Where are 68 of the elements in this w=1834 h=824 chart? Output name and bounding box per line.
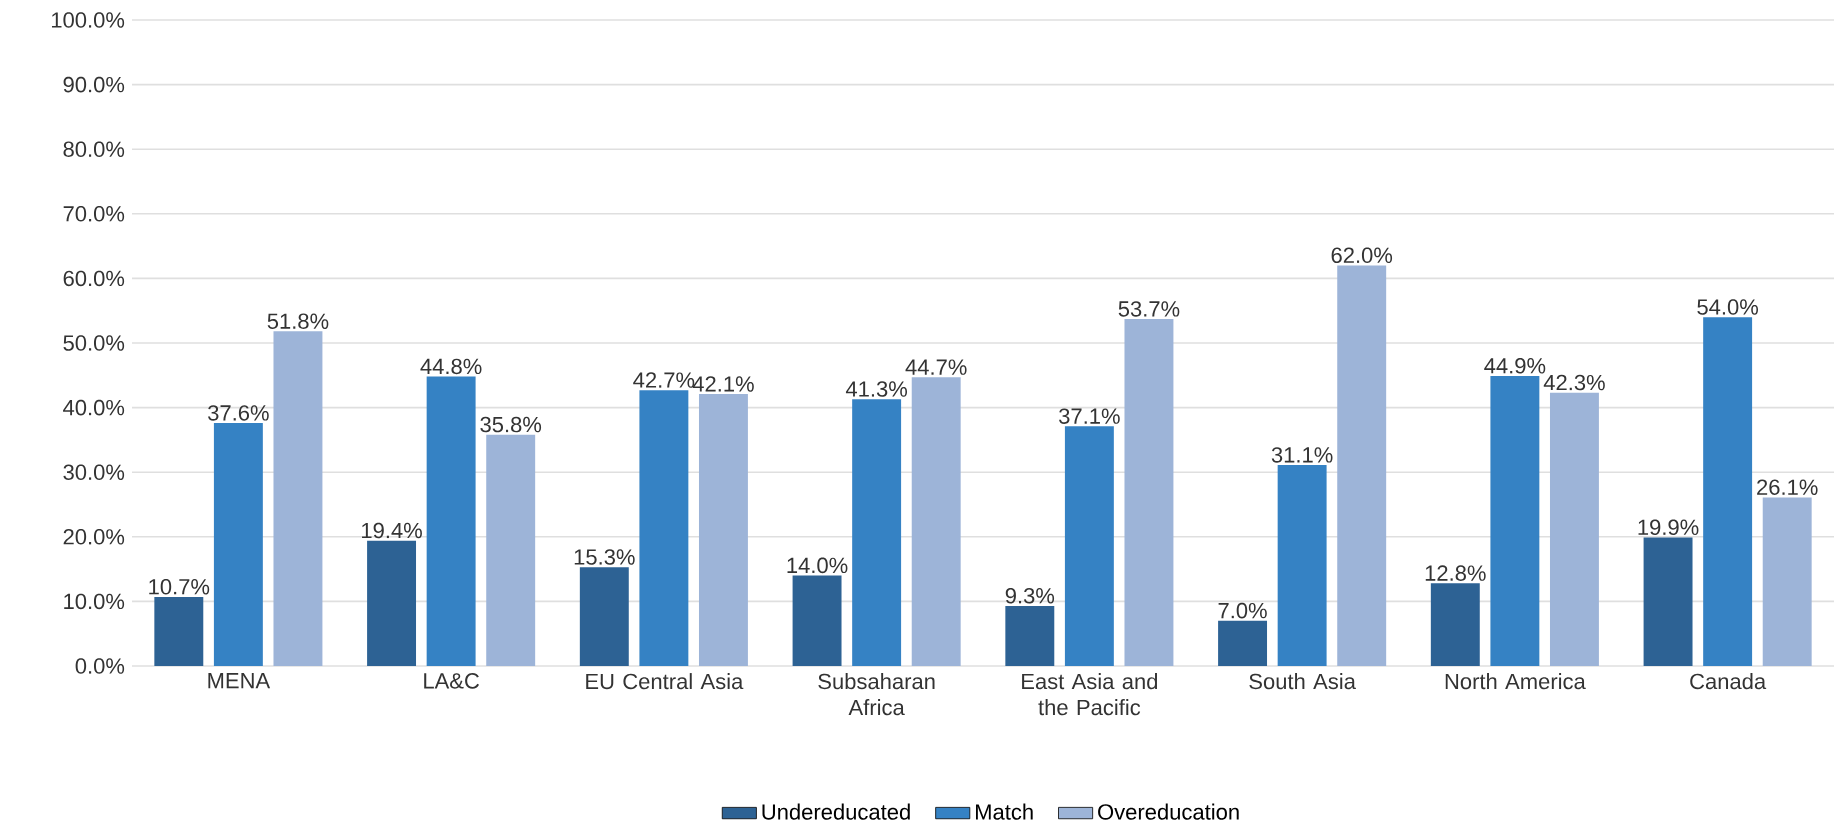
bar bbox=[1762, 497, 1812, 666]
bar bbox=[579, 567, 629, 666]
y-tick-label: 50.0% bbox=[63, 335, 125, 351]
y-tick-label: 60.0% bbox=[63, 270, 125, 287]
bar bbox=[1277, 465, 1327, 666]
data-label: 14.0% bbox=[787, 557, 848, 574]
legend-label: Match bbox=[976, 803, 1033, 820]
bar bbox=[367, 540, 417, 666]
data-label: 19.9% bbox=[1638, 519, 1699, 536]
y-tick-label: 40.0% bbox=[63, 399, 125, 416]
bar bbox=[1490, 375, 1540, 666]
data-label: 41.3% bbox=[845, 381, 908, 397]
data-label: 31.1% bbox=[1271, 447, 1333, 463]
bar bbox=[213, 423, 263, 666]
data-label: 35.8% bbox=[480, 416, 542, 433]
data-label: 53.7% bbox=[1118, 301, 1180, 317]
data-label: 9.3% bbox=[1005, 587, 1055, 604]
data-label: 44.8% bbox=[420, 358, 482, 375]
data-label: 42.3% bbox=[1543, 374, 1605, 391]
bar bbox=[1124, 319, 1174, 666]
y-tick-label: 20.0% bbox=[63, 529, 125, 545]
legend-label: Overeducation bbox=[1098, 803, 1239, 820]
y-tick-label: 100.0% bbox=[51, 12, 125, 28]
data-label: 37.6% bbox=[208, 405, 269, 421]
y-tick-label: 70.0% bbox=[63, 206, 125, 222]
x-tick-label: LA&C bbox=[424, 673, 480, 689]
bar bbox=[911, 377, 961, 666]
bar bbox=[273, 331, 323, 666]
bar bbox=[1643, 537, 1693, 666]
y-tick-label: 30.0% bbox=[63, 464, 125, 480]
bar bbox=[1064, 426, 1114, 666]
data-label: 37.1% bbox=[1059, 408, 1120, 424]
bar bbox=[1549, 392, 1599, 666]
data-label: 7.0% bbox=[1218, 602, 1267, 619]
y-tick-label: 90.0% bbox=[63, 76, 125, 93]
bar bbox=[1218, 620, 1268, 666]
data-label: 54.0% bbox=[1697, 299, 1759, 315]
x-tick-label: Subsaharan Africa bbox=[818, 673, 935, 716]
y-tick-label: 80.0% bbox=[63, 141, 125, 157]
bar bbox=[792, 575, 842, 666]
bar bbox=[1703, 317, 1753, 666]
data-label: 10.7% bbox=[149, 578, 210, 595]
x-tick-label: Canada bbox=[1690, 673, 1767, 690]
data-label: 44.7% bbox=[905, 359, 967, 375]
bar bbox=[426, 376, 476, 666]
x-tick-label: EU Central Asia bbox=[586, 673, 744, 690]
data-label: 15.3% bbox=[574, 549, 635, 565]
bar bbox=[486, 434, 536, 666]
data-label: 62.0% bbox=[1331, 247, 1393, 264]
data-label: 26.1% bbox=[1757, 479, 1818, 495]
data-label: 51.8% bbox=[267, 313, 329, 329]
bar bbox=[1005, 605, 1055, 666]
y-tick-label: 0.0% bbox=[75, 658, 125, 674]
data-label: 44.9% bbox=[1484, 357, 1546, 374]
bar bbox=[698, 394, 748, 666]
x-tick-label: MENA bbox=[208, 673, 271, 689]
bar bbox=[1430, 583, 1480, 666]
x-tick-label: North America bbox=[1445, 673, 1586, 690]
x-tick-label: South Asia bbox=[1249, 673, 1356, 690]
y-tick-label: 10.0% bbox=[64, 593, 125, 610]
data-label: 12.8% bbox=[1425, 565, 1486, 581]
data-label: 19.4% bbox=[362, 522, 422, 539]
bar bbox=[154, 596, 204, 666]
legend-label: Undereducated bbox=[762, 803, 910, 820]
bar bbox=[639, 390, 689, 666]
bar bbox=[1337, 265, 1387, 666]
x-tick-label: East Asia and the Pacific bbox=[1022, 673, 1158, 716]
bar bbox=[852, 399, 902, 666]
